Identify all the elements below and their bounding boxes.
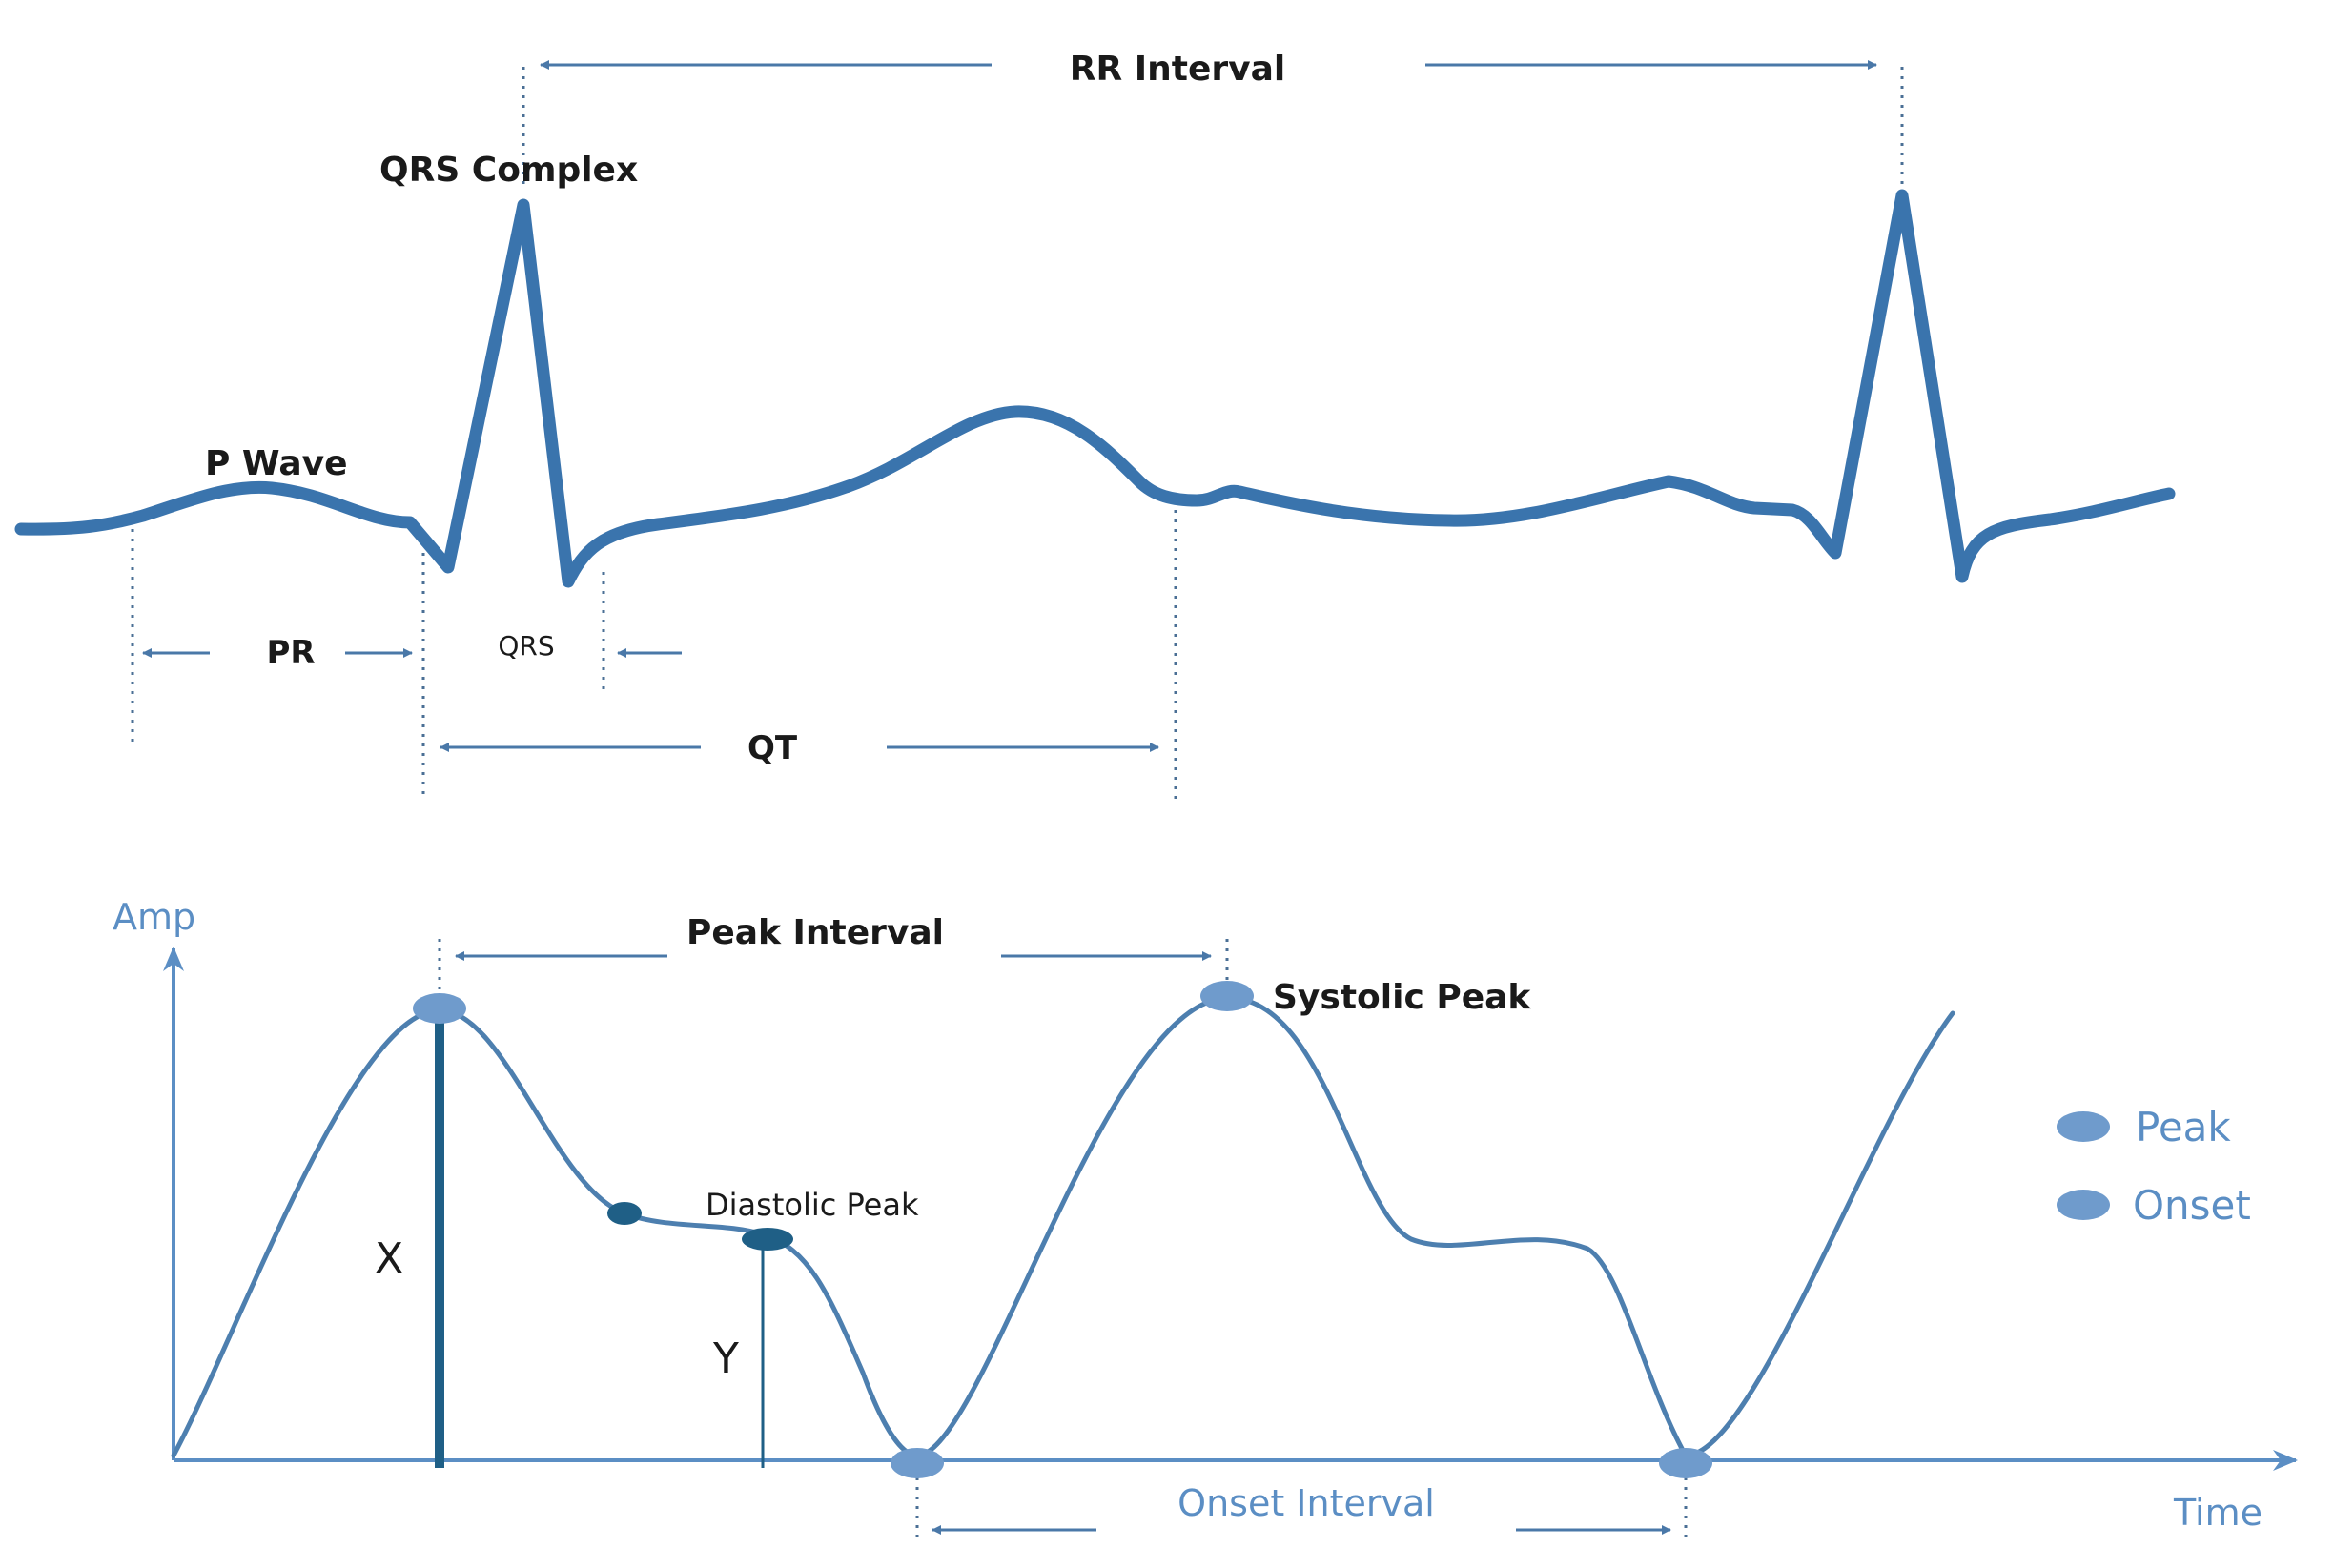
qt-label: QT (747, 729, 798, 767)
x-label: X (375, 1234, 403, 1283)
y-label: Y (712, 1334, 739, 1383)
diastolic-peak-label: Diastolic Peak (706, 1187, 919, 1223)
systolic-peak-marker-2 (1200, 981, 1254, 1011)
qrs-complex-label: QRS Complex (379, 151, 638, 190)
systolic-peak-marker-1 (413, 993, 466, 1024)
legend: Peak Onset (2057, 1104, 2251, 1229)
p-wave-label: P Wave (205, 444, 348, 483)
ecg-waveform (14, 189, 2176, 588)
legend-onset-label: Onset (2133, 1182, 2251, 1229)
legend-peak-label: Peak (2136, 1104, 2231, 1151)
diastolic-peak-marker (742, 1228, 793, 1251)
qrs-label: QRS (498, 630, 554, 662)
legend-peak-marker (2057, 1111, 2110, 1142)
onset-marker-1 (891, 1448, 944, 1478)
ppg-panel: Amp Time Peak Interval Onset Interval X … (113, 896, 2298, 1539)
rr-interval-label: RR Interval (1070, 50, 1285, 89)
legend-onset-marker (2057, 1190, 2110, 1220)
peak-interval-label: Peak Interval (686, 913, 944, 952)
ppg-waveform (171, 995, 1955, 1458)
ecg-panel: RR Interval QRS Complex P Wave PR QRS QT (14, 50, 2176, 801)
dicrotic-notch-marker (607, 1202, 642, 1225)
y-axis-label: Amp (113, 896, 195, 938)
systolic-peak-label: Systolic Peak (1273, 978, 1531, 1017)
onset-interval-label: Onset Interval (1177, 1482, 1435, 1524)
pr-label: PR (266, 634, 315, 672)
x-axis-label: Time (2173, 1492, 2262, 1534)
onset-marker-2 (1659, 1448, 1712, 1478)
